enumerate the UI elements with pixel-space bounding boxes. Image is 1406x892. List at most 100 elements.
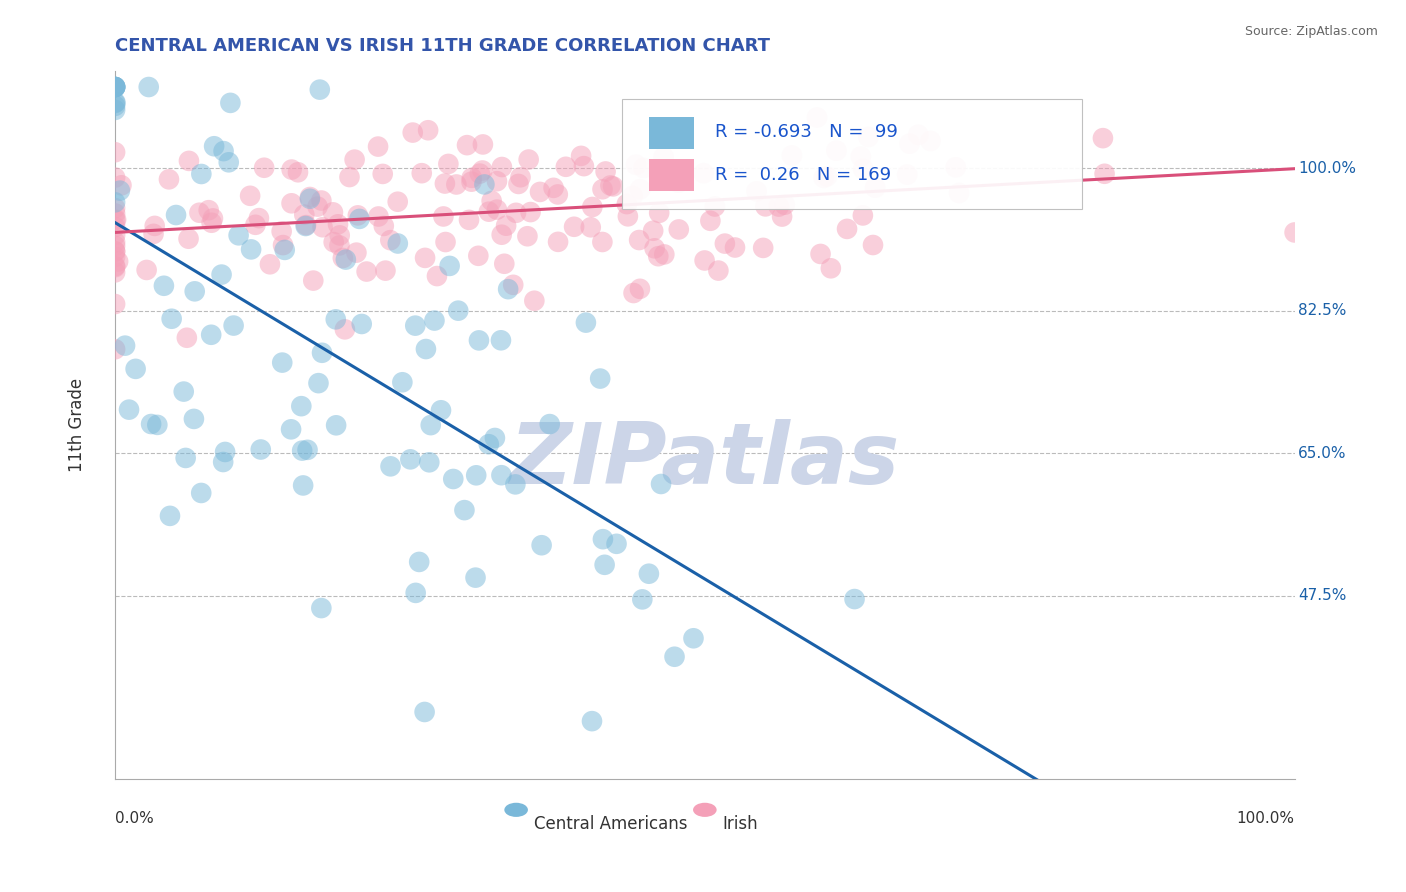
Point [298,192,321,206]
Point [418,455,440,469]
Point [465,468,488,483]
Point [770,210,793,224]
Point [280,422,302,436]
Point [491,227,513,242]
Point [322,205,344,219]
Point [714,236,737,251]
Circle shape [693,803,717,817]
Point [543,181,565,195]
Point [628,282,651,296]
Point [491,160,513,174]
Point [481,194,503,208]
Point [468,334,491,348]
Point [418,123,440,137]
Point [302,274,325,288]
FancyBboxPatch shape [650,160,695,191]
Point [907,128,929,142]
Point [628,182,651,196]
Point [104,80,127,95]
Point [820,261,842,276]
Point [693,253,716,268]
Point [104,213,127,227]
Point [478,204,501,219]
Point [104,297,127,311]
Point [650,477,672,491]
Point [326,217,349,231]
Point [367,210,389,224]
Point [329,228,352,243]
Point [311,194,333,208]
Point [844,592,866,607]
Point [858,130,880,145]
Point [349,211,371,226]
Point [174,450,197,465]
Point [509,170,531,185]
Text: ZIPatlas: ZIPatlas [510,418,900,501]
Point [311,220,333,235]
Point [200,327,222,342]
Point [439,259,461,273]
Text: 100.0%: 100.0% [1237,811,1295,825]
Circle shape [505,803,527,817]
Point [200,216,222,230]
Point [211,268,233,282]
Point [682,632,704,646]
Point [441,472,464,486]
Point [190,167,212,181]
Point [624,158,647,172]
Point [104,95,127,110]
Point [219,95,242,110]
Text: 65.0%: 65.0% [1298,446,1347,460]
Point [294,219,316,233]
Point [104,265,127,279]
Point [114,338,136,352]
Point [240,243,263,257]
Point [347,208,370,222]
Point [575,316,598,330]
Point [212,144,235,158]
Point [813,170,835,185]
Point [245,218,267,232]
Point [516,229,538,244]
Point [104,244,127,259]
Point [311,601,333,615]
Point [197,203,219,218]
Point [391,376,413,390]
Point [295,218,318,232]
Point [644,241,666,255]
Point [505,206,527,220]
Point [160,311,183,326]
Point [852,209,875,223]
Point [333,322,356,336]
Point [104,239,127,253]
Point [430,403,453,417]
Point [752,241,775,255]
Point [447,303,470,318]
Point [270,224,292,238]
Point [652,247,675,261]
Point [523,293,546,308]
Point [754,199,776,213]
Point [437,157,460,171]
Point [104,343,127,357]
Point [138,80,160,95]
Point [502,277,524,292]
Point [404,318,426,333]
Point [104,80,127,95]
Point [668,176,690,190]
Point [554,160,576,174]
Point [201,211,224,226]
Point [617,210,640,224]
Point [104,170,127,185]
Text: R =  0.26   N = 169: R = 0.26 N = 169 [716,166,891,184]
Point [491,468,513,483]
Point [806,111,828,125]
Point [153,278,176,293]
Point [485,174,508,188]
Point [135,263,157,277]
Point [292,478,315,492]
Point [413,251,436,265]
Point [280,162,302,177]
Point [605,537,627,551]
Point [581,200,603,214]
